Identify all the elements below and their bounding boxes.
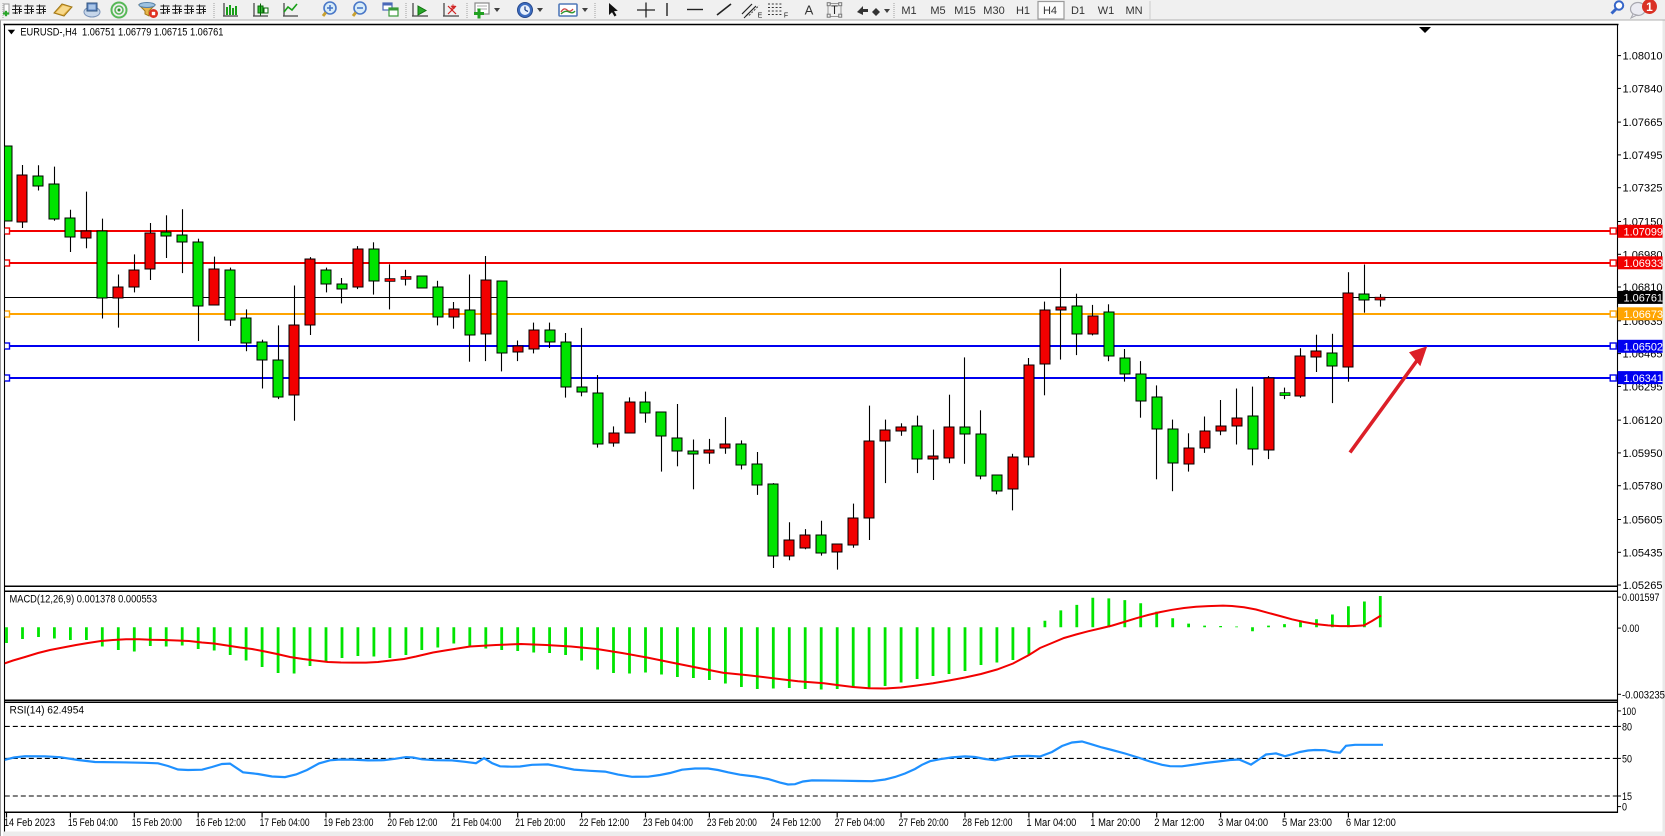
svg-text:1.06761: 1.06761 (1624, 293, 1664, 305)
svg-text:5 Mar 23:00: 5 Mar 23:00 (1282, 817, 1332, 829)
svg-text:6 Mar 12:00: 6 Mar 12:00 (1346, 817, 1396, 829)
svg-text:EURUSD-,H4 1.06751 1.06779 1.: EURUSD-,H4 1.06751 1.06779 1.06715 1.067… (20, 26, 223, 38)
svg-text:0.001597: 0.001597 (1622, 592, 1660, 604)
svg-text:19 Feb 23:00: 19 Feb 23:00 (324, 817, 374, 829)
svg-text:1.07099: 1.07099 (1624, 227, 1664, 239)
svg-text:H4: H4 (1043, 5, 1057, 17)
svg-text:-0.003235: -0.003235 (1622, 689, 1665, 701)
svg-text:17 Feb 04:00: 17 Feb 04:00 (260, 817, 310, 829)
svg-text:F: F (784, 13, 788, 20)
svg-text:1.05780: 1.05780 (1623, 481, 1663, 493)
svg-text:50: 50 (1622, 753, 1632, 765)
svg-text:1.06673: 1.06673 (1624, 309, 1664, 321)
svg-text:MN: MN (1125, 5, 1142, 17)
svg-text:15 Feb 04:00: 15 Feb 04:00 (68, 817, 118, 829)
svg-text:E: E (758, 13, 763, 20)
svg-text:1.05265: 1.05265 (1623, 580, 1663, 592)
svg-text:27 Feb 04:00: 27 Feb 04:00 (835, 817, 885, 829)
svg-text:1.06295: 1.06295 (1623, 381, 1663, 393)
svg-text:0.00: 0.00 (1622, 623, 1639, 635)
svg-text:27 Feb 20:00: 27 Feb 20:00 (899, 817, 949, 829)
svg-text:M1: M1 (901, 5, 916, 17)
svg-text:23 Feb 04:00: 23 Feb 04:00 (643, 817, 693, 829)
svg-text:1 Mar 20:00: 1 Mar 20:00 (1090, 817, 1140, 829)
svg-text:21 Feb 20:00: 21 Feb 20:00 (515, 817, 565, 829)
svg-text:16 Feb 12:00: 16 Feb 12:00 (196, 817, 246, 829)
svg-text:24 Feb 12:00: 24 Feb 12:00 (771, 817, 821, 829)
svg-text:1: 1 (1646, 0, 1653, 14)
svg-text:1.07840: 1.07840 (1623, 83, 1663, 95)
svg-text:1.07665: 1.07665 (1623, 117, 1663, 129)
svg-text:80: 80 (1622, 721, 1632, 733)
svg-text:M30: M30 (983, 5, 1004, 17)
svg-text:3 Mar 04:00: 3 Mar 04:00 (1218, 817, 1268, 829)
svg-text:15: 15 (1622, 791, 1632, 803)
svg-text:1.07325: 1.07325 (1623, 183, 1663, 195)
svg-text:1.06933: 1.06933 (1624, 258, 1664, 270)
svg-text:1 Mar 04:00: 1 Mar 04:00 (1026, 817, 1076, 829)
svg-text:H1: H1 (1016, 5, 1030, 17)
svg-text:23 Feb 20:00: 23 Feb 20:00 (707, 817, 757, 829)
svg-text:21 Feb 04:00: 21 Feb 04:00 (451, 817, 501, 829)
svg-text:100: 100 (1622, 706, 1636, 718)
svg-text:1.05435: 1.05435 (1623, 547, 1663, 559)
svg-text:1.06120: 1.06120 (1623, 415, 1663, 427)
svg-text:1.05950: 1.05950 (1623, 448, 1663, 460)
svg-text:14 Feb 2023: 14 Feb 2023 (4, 817, 55, 829)
svg-text:20 Feb 12:00: 20 Feb 12:00 (387, 817, 437, 829)
svg-text:A: A (805, 3, 814, 18)
svg-text:1.08010: 1.08010 (1623, 51, 1663, 63)
svg-text:15 Feb 20:00: 15 Feb 20:00 (132, 817, 182, 829)
svg-text:W1: W1 (1098, 5, 1115, 17)
svg-text:22 Feb 12:00: 22 Feb 12:00 (579, 817, 629, 829)
svg-text:M5: M5 (930, 5, 945, 17)
svg-text:D1: D1 (1071, 5, 1085, 17)
svg-text:28 Feb 12:00: 28 Feb 12:00 (963, 817, 1013, 829)
svg-text:M15: M15 (954, 5, 975, 17)
svg-text:1.06341: 1.06341 (1624, 373, 1664, 385)
svg-text:0: 0 (1622, 802, 1627, 814)
svg-text:RSI(14) 62.4954: RSI(14) 62.4954 (10, 705, 85, 717)
svg-text:1.07495: 1.07495 (1623, 150, 1663, 162)
svg-text:T: T (831, 5, 838, 17)
svg-text:MACD(12,26,9) 0.001378 0.00055: MACD(12,26,9) 0.001378 0.000553 (10, 594, 158, 606)
svg-text:1.06502: 1.06502 (1624, 342, 1664, 354)
svg-text:1.05605: 1.05605 (1623, 515, 1663, 527)
svg-text:2 Mar 12:00: 2 Mar 12:00 (1154, 817, 1204, 829)
